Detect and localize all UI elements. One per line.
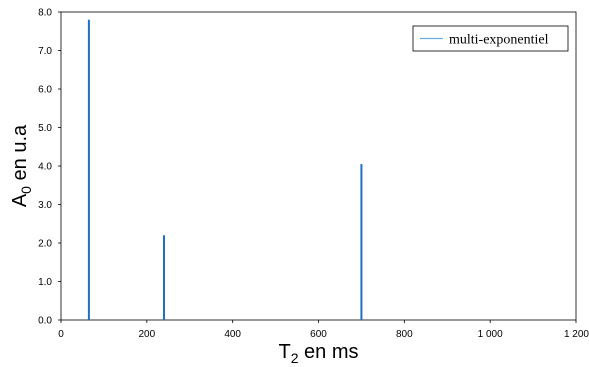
y-tick-label: 1.0 <box>38 277 52 288</box>
y-tick-label: 2.0 <box>38 239 52 250</box>
y-tick-label: 0.0 <box>38 316 52 327</box>
x-tick-label: 1 200 <box>564 329 589 340</box>
y-axis-title: A0 en u.a <box>9 124 34 207</box>
plot-frame <box>60 11 577 321</box>
x-tick-label: 1 000 <box>478 329 503 340</box>
legend-label: multi-exponentiel <box>449 33 549 48</box>
y-tick-label: 3.0 <box>38 200 52 211</box>
y-tick-label: 5.0 <box>38 123 52 134</box>
y-axis-title-rest: en u.a <box>9 124 31 186</box>
x-axis-title-main: T <box>278 341 290 363</box>
x-tick-label: 200 <box>138 329 155 340</box>
legend: multi-exponentiel <box>412 25 569 52</box>
y-axis-ticks: 0.0 1.0 2.0 3.0 4.0 5.0 6.0 7.0 8.0 <box>38 8 61 327</box>
x-axis-title: T2 en ms <box>278 341 358 366</box>
bars <box>87 19 363 320</box>
x-tick-label: 400 <box>224 329 241 340</box>
plot-area-border <box>60 11 577 321</box>
x-axis-ticks: 0 200 400 600 800 1 000 1 200 <box>58 320 589 340</box>
x-tick-label: 600 <box>310 329 327 340</box>
y-axis-title-main: A <box>9 193 31 207</box>
y-tick-label: 7.0 <box>38 46 52 57</box>
x-tick-label: 0 <box>58 329 64 340</box>
x-axis-title-subscript: 2 <box>291 350 299 366</box>
y-axis-title-subscript: 0 <box>18 186 34 194</box>
x-tick-label: 800 <box>396 329 413 340</box>
y-tick-label: 6.0 <box>38 85 52 96</box>
y-tick-label: 4.0 <box>38 162 52 173</box>
y-tick-label: 8.0 <box>38 8 52 19</box>
x-axis-title-rest: en ms <box>298 341 358 363</box>
